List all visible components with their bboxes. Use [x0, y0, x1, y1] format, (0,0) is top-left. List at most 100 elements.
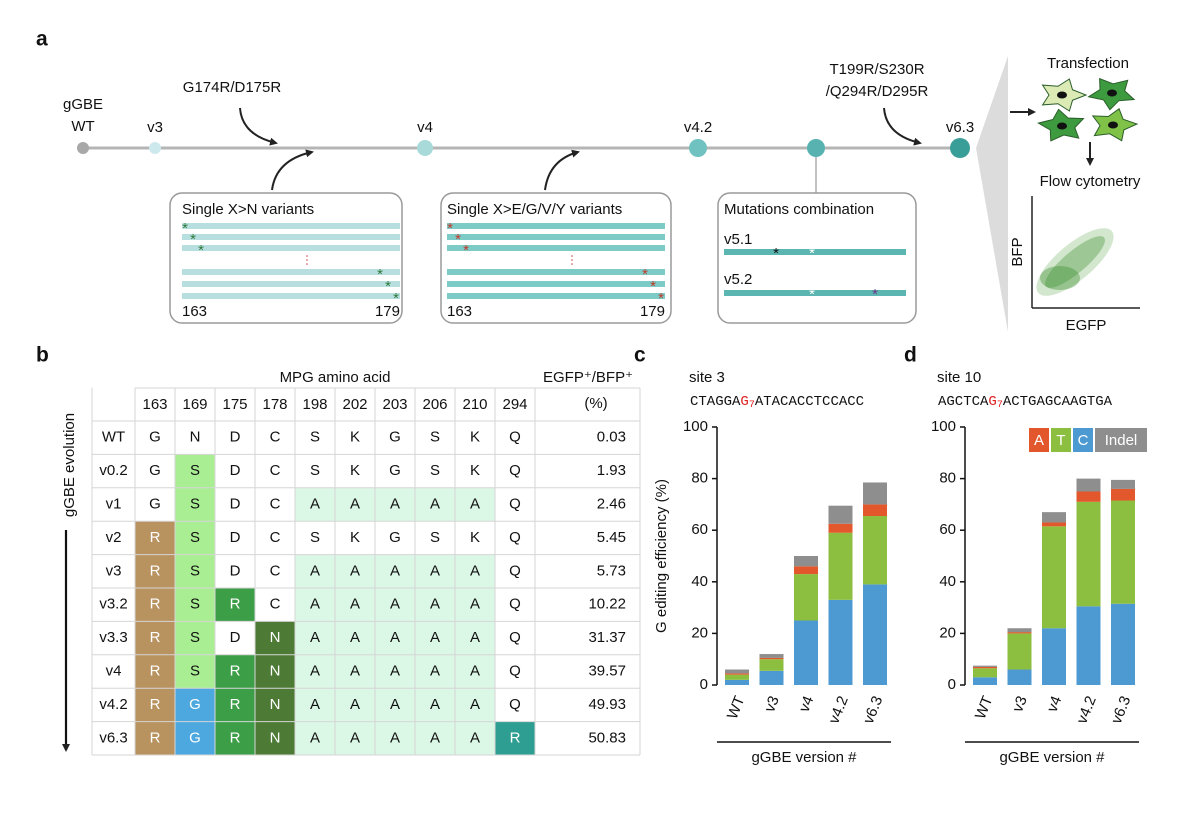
residue: Q — [509, 629, 521, 646]
version-dot — [77, 142, 89, 154]
residue: G — [389, 529, 401, 546]
variant-bar — [182, 293, 400, 299]
legend-label: Indel — [1105, 432, 1138, 449]
mutation-cell — [455, 654, 495, 689]
column-header: 203 — [382, 396, 407, 413]
residue: A — [430, 696, 440, 713]
y-tick-label: 60 — [939, 521, 956, 538]
mutation-cell — [455, 588, 495, 622]
bar-segment — [1076, 606, 1101, 685]
sequence-part: 7 — [997, 400, 1003, 411]
residue: R — [150, 562, 161, 579]
residue: A — [430, 596, 440, 613]
ellipsis-dot — [306, 259, 308, 261]
mutation-cell — [455, 721, 495, 755]
bar-segment — [794, 566, 818, 575]
residue: S — [190, 495, 200, 512]
x-axis-label: gGBE version # — [751, 749, 857, 766]
row-name: WT — [102, 429, 125, 446]
ellipsis-dot — [571, 263, 573, 265]
mutation-cell — [135, 621, 175, 655]
row-name: v3.2 — [99, 596, 127, 613]
mutation-label: G174R/D175R — [183, 79, 282, 96]
y-tick-label: 40 — [691, 573, 708, 590]
column-header: 169 — [182, 396, 207, 413]
residue: R — [230, 596, 241, 613]
residue: A — [430, 729, 440, 746]
bar-segment — [1042, 526, 1066, 629]
mutation-cell — [175, 588, 215, 622]
residue: N — [270, 729, 281, 746]
version-dot — [149, 142, 161, 154]
bar-segment — [863, 516, 887, 585]
bar-segment — [1007, 628, 1032, 633]
bar-segment — [725, 669, 749, 674]
bar-segment — [759, 657, 784, 660]
mutation-cell — [175, 621, 215, 655]
flow-cloud-part — [1036, 228, 1114, 296]
site-label: site 3 — [689, 369, 725, 386]
result-value: 10.22 — [588, 596, 626, 613]
residue: A — [390, 729, 400, 746]
asterisk: * — [650, 278, 656, 295]
bar-segment — [1042, 628, 1066, 685]
y-tick-label: 0 — [700, 676, 708, 693]
residue: Q — [509, 429, 521, 446]
bar-segment — [1076, 501, 1101, 607]
mutation-cell — [255, 621, 295, 655]
flow-cloud — [1036, 228, 1114, 296]
mutation-cell — [295, 588, 335, 622]
ellipsis-dot — [306, 263, 308, 265]
variant-bar — [182, 245, 400, 251]
residue: G — [389, 429, 401, 446]
mutation-cell — [295, 688, 335, 722]
residue: N — [190, 429, 201, 446]
step-label: Transfection — [1047, 55, 1129, 72]
mutation-cell — [135, 688, 175, 722]
mutation-cell — [375, 621, 415, 655]
residue: K — [350, 429, 360, 446]
row-name: v6.3 — [99, 729, 127, 746]
residue: A — [350, 696, 360, 713]
variant-bar — [182, 281, 400, 287]
sequence-part: ATACACCTCCACC — [755, 394, 864, 410]
mutation-cell — [415, 654, 455, 689]
row-name: v3.3 — [99, 629, 127, 646]
column-header: 178 — [262, 396, 287, 413]
mutation-cell — [455, 688, 495, 722]
asterisk: * — [182, 220, 188, 237]
bar-segment — [828, 505, 853, 524]
legend-swatch — [1073, 428, 1093, 452]
mutation-cell — [335, 654, 375, 689]
mutation-cell — [215, 654, 255, 689]
mutation-cell — [335, 554, 375, 588]
asterisk: * — [393, 290, 399, 307]
mutation-cell — [415, 487, 455, 522]
bar-segment — [1111, 603, 1135, 685]
residue: C — [270, 462, 281, 479]
residue: A — [310, 662, 320, 679]
flow-plot — [1032, 196, 1140, 308]
residue: Q — [509, 696, 521, 713]
bar-segment — [1111, 479, 1135, 489]
mutation-cell — [135, 588, 175, 622]
residue: K — [350, 529, 360, 546]
arrow — [239, 107, 278, 146]
bar-segment — [973, 666, 997, 669]
mutation-label: T199R/S230R — [829, 61, 924, 78]
y-tick-label: 40 — [939, 573, 956, 590]
residue: A — [390, 562, 400, 579]
mutation-cell — [295, 487, 335, 522]
residue: S — [190, 462, 200, 479]
column-header: 198 — [302, 396, 327, 413]
column-header: 210 — [462, 396, 487, 413]
sequence-part: AGCTCA — [938, 394, 989, 410]
charts: site 3CTAGGAG7ATACACCTCCACC020406080100G… — [653, 369, 1147, 766]
asterisk: * — [447, 220, 453, 237]
table: MPG amino acid EGFP⁺/BFP⁺(%)G N D C S K G S K QWT 0… — [61, 369, 641, 756]
residue: S — [310, 429, 320, 446]
residue: A — [430, 495, 440, 512]
variant-bar — [182, 269, 400, 275]
box-range: 163 — [447, 303, 472, 320]
